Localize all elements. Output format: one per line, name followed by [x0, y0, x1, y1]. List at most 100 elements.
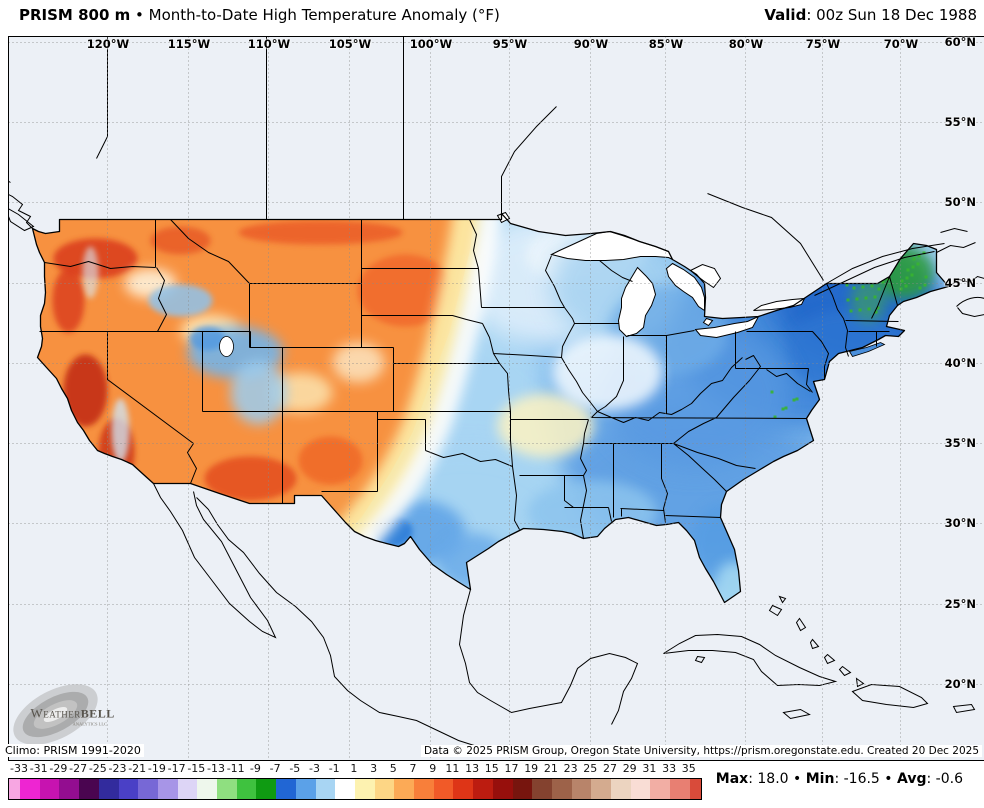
- product-name: PRISM 800 m: [19, 6, 131, 24]
- colorbar-tick: -17: [167, 762, 186, 775]
- colorbar-segment: [59, 779, 80, 799]
- stats-separator: •: [788, 771, 806, 787]
- logo-subtext: ANALYTICS LLC: [73, 722, 108, 727]
- product-description: Month-to-Date High Temperature Anomaly (…: [148, 6, 500, 24]
- colorbar-segment: [295, 779, 316, 799]
- lat-label: 55°N: [944, 115, 976, 129]
- colorbar-tick: -23: [108, 762, 127, 775]
- colorbar-tick: 33: [662, 762, 677, 775]
- climo-note: Climo: PRISM 1991-2020: [2, 744, 144, 757]
- min-value: -16.5: [834, 771, 879, 787]
- colorbar-tick: 27: [603, 762, 617, 775]
- valid-time: Valid00z Sun 18 Dec 1988: [764, 6, 977, 24]
- colorbar-segment: [98, 779, 119, 799]
- colorbar-tick: 21: [543, 762, 558, 775]
- colorbar-segment: [354, 779, 376, 799]
- stats-separator: •: [879, 771, 898, 787]
- page-title: PRISM 800 m • Month-to-Date High Tempera…: [19, 6, 500, 24]
- colorbar: [8, 778, 702, 800]
- valid-label: Valid: [764, 6, 807, 24]
- lon-label: 90°W: [573, 37, 609, 51]
- colorbar-segment: [256, 779, 277, 799]
- colorbar-tick: 23: [563, 762, 578, 775]
- max-value: 18.0: [748, 771, 788, 787]
- colorbar-segment: [217, 779, 238, 799]
- lat-label: 40°N: [944, 356, 976, 370]
- colorbar-segment: [79, 779, 100, 799]
- title-separator: •: [135, 6, 144, 24]
- lat-label: 45°N: [944, 276, 976, 290]
- mexico-coastlines: [153, 483, 639, 751]
- colorbar-tick: -31: [29, 762, 48, 775]
- lat-label: 30°N: [944, 516, 976, 530]
- lon-label: 115°W: [167, 37, 211, 51]
- colorbar-tick: -25: [88, 762, 107, 775]
- lat-label: 20°N: [944, 677, 976, 691]
- canada-borders: [9, 37, 984, 318]
- colorbar-tick: 13: [465, 762, 480, 775]
- colorbar-tick: -5: [289, 762, 301, 775]
- colorbar-tick: 9: [429, 762, 437, 775]
- lat-label: 35°N: [944, 436, 976, 450]
- colorbar-segment: [512, 779, 533, 799]
- avg-value: -0.6: [927, 771, 964, 787]
- colorbar-segment: [20, 779, 41, 799]
- colorbar-segment: [276, 779, 297, 799]
- lat-label: 50°N: [944, 195, 976, 209]
- colorbar-segment: [630, 779, 651, 799]
- lat-label: 25°N: [944, 597, 976, 611]
- colorbar-tick: 5: [389, 762, 397, 775]
- lon-label: 100°W: [409, 37, 453, 51]
- colorbar-segment: [9, 779, 21, 799]
- long-island: [848, 342, 886, 357]
- lon-label: 70°W: [883, 37, 919, 51]
- state-borders: [39, 219, 899, 539]
- attribution-note: Data © 2025 PRISM Group, Oregon State Un…: [420, 745, 982, 757]
- colorbar-tick: 25: [583, 762, 598, 775]
- lat-label: 60°N: [944, 35, 976, 49]
- lon-label: 105°W: [328, 37, 372, 51]
- colorbar-segment: [177, 779, 198, 799]
- colorbar-segment: [236, 779, 257, 799]
- colorbar-segment: [118, 779, 139, 799]
- lon-label: 95°W: [492, 37, 528, 51]
- avg-label: Avg: [897, 771, 927, 787]
- colorbar-tick: -27: [69, 762, 88, 775]
- colorbar-segment: [571, 779, 592, 799]
- colorbar-segment: [611, 779, 632, 799]
- logo-text: WEATHERBELL: [31, 706, 115, 721]
- caribbean-islands: [663, 595, 976, 720]
- colorbar-segment: [689, 779, 701, 799]
- colorbar-segment: [473, 779, 494, 799]
- lat-lon-gridlines: [9, 37, 984, 760]
- colorbar-tick: 11: [445, 762, 460, 775]
- colorbar-segment: [551, 779, 573, 799]
- colorbar-segment: [591, 779, 612, 799]
- colorbar-tick: 29: [622, 762, 637, 775]
- colorbar-segment: [532, 779, 553, 799]
- colorbar-tick: -3: [309, 762, 320, 775]
- lon-label: 75°W: [805, 37, 841, 51]
- colorbar-segment: [39, 779, 60, 799]
- colorbar-segment: [315, 779, 336, 799]
- colorbar-tick: -29: [49, 762, 68, 775]
- colorbar-segment: [157, 779, 179, 799]
- map-canvas: WEATHERBELL ANALYTICS LLC 120°W 115°W 110°…: [8, 35, 984, 761]
- colorbar-tick: 17: [504, 762, 519, 775]
- colorbar-tick: 15: [484, 762, 499, 775]
- great-salt-lake: [219, 336, 234, 357]
- colorbar-tick: -1: [328, 762, 340, 775]
- colorbar-segment: [138, 779, 159, 799]
- colorbar-tick: -21: [128, 762, 147, 775]
- colorbar-tick-labels: -33 -31 -29 -27 -25 -23 -21 -19 -17 -15 -13 -11 -9 -7…: [8, 762, 702, 776]
- weatherbell-logo: WEATHERBELL ANALYTICS LLC: [13, 684, 115, 745]
- colorbar-segment: [453, 779, 474, 799]
- lon-label: 120°W: [86, 37, 130, 51]
- colorbar-tick: 1: [350, 762, 358, 775]
- colorbar-segment: [414, 779, 435, 799]
- max-label: Max: [715, 771, 749, 787]
- colorbar-segment: [374, 779, 395, 799]
- colorbar-segment: [394, 779, 415, 799]
- lon-label: 85°W: [648, 37, 684, 51]
- min-label: Min: [805, 771, 835, 787]
